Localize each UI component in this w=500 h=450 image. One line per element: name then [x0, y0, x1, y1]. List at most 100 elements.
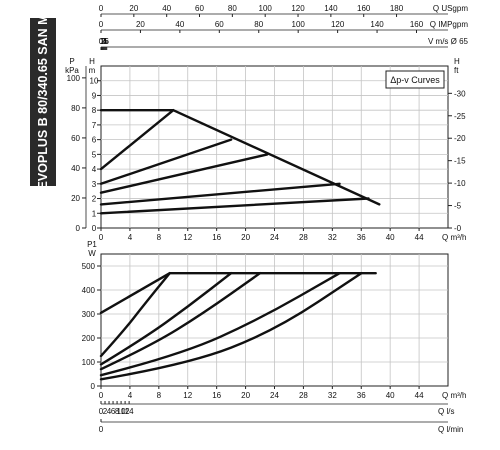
power-curve	[99, 272, 233, 366]
head-curve	[99, 182, 341, 206]
head-m-tick-label: 4	[92, 165, 97, 174]
x-tick-label: 40	[386, 233, 395, 242]
legend-label: Δp-v Curves	[390, 75, 440, 85]
x-tick-label: 32	[328, 391, 337, 400]
power-tick-label: 100	[82, 358, 96, 367]
head-ft-tick-label: -0	[454, 224, 462, 233]
secondary-axis-tick-label: 160	[357, 4, 371, 13]
x-axis-title: Q m³/h	[442, 391, 466, 400]
head-m-tick-label: 0	[92, 224, 97, 233]
secondary-axis-tick-label: 140	[324, 4, 338, 13]
secondary-axis-tick-label: 10	[117, 407, 126, 416]
secondary-axis-tick-label: 100	[259, 4, 273, 13]
secondary-axis-tick-label: 40	[162, 4, 171, 13]
secondary-axis-tick-label: 2	[103, 407, 108, 416]
power-tick-label: 300	[82, 310, 96, 319]
secondary-axis-title: Q l/s	[438, 407, 454, 416]
secondary-axis-tick-label: 80	[254, 20, 263, 29]
head-ft-tick-label: -30	[454, 89, 466, 98]
pressure-tick-label: 20	[71, 194, 80, 203]
x-tick-label: 16	[212, 233, 221, 242]
x-tick-label: 4	[128, 233, 133, 242]
secondary-axis-tick-label: 5	[104, 37, 109, 46]
power-curve	[99, 272, 171, 358]
secondary-axis-tick-label: 6	[104, 37, 109, 46]
secondary-axis-tick-label: 0	[99, 407, 104, 416]
x-tick-label: 24	[270, 233, 279, 242]
x-tick-label: 20	[241, 233, 250, 242]
x-axis-title: Q m³/h	[442, 233, 466, 242]
x-tick-label: 44	[415, 233, 424, 242]
secondary-axis-title: Q USgpm	[433, 4, 468, 13]
secondary-axis-tick-label: 2	[101, 37, 106, 46]
power-tick-label: 200	[82, 334, 96, 343]
secondary-axis-tick-label: 4	[103, 37, 108, 46]
head-curve	[99, 138, 233, 185]
secondary-axis-tick-label: 3	[102, 37, 107, 46]
x-tick-label: 44	[415, 391, 424, 400]
power-curve	[99, 272, 363, 381]
pressure-tick-label: 60	[71, 134, 80, 143]
secondary-axis-tick-label: 0	[99, 425, 104, 434]
secondary-axis-tick-label: 0	[99, 4, 104, 13]
secondary-axis-tick-label: 14	[125, 407, 134, 416]
head-m-tick-label: 9	[92, 91, 97, 100]
head-m-tick-label: 5	[92, 150, 97, 159]
x-tick-label: 28	[299, 391, 308, 400]
head-curve	[99, 197, 370, 215]
head-ft-tick-label: -20	[454, 134, 466, 143]
secondary-axis-tick-label: 4	[107, 407, 112, 416]
x-tick-label: 36	[357, 391, 366, 400]
x-tick-label: 40	[386, 391, 395, 400]
head-m-tick-label: 6	[92, 136, 97, 145]
head-m-tick-label: 10	[90, 77, 99, 86]
secondary-axis-tick-label: 140	[370, 20, 384, 29]
head-ft-tick-label: -10	[454, 179, 466, 188]
power-axis-unit: W	[88, 249, 96, 258]
secondary-axis-tick-label: 8	[115, 407, 120, 416]
secondary-axis-tick-label: 120	[291, 4, 305, 13]
power-tick-label: 500	[82, 262, 96, 271]
x-tick-label: 24	[270, 391, 279, 400]
pressure-axis-unit: kPa	[65, 66, 79, 75]
power-tick-label: 0	[91, 382, 96, 391]
head-ft-tick-label: -5	[454, 202, 462, 211]
head-curve	[99, 153, 269, 194]
secondary-axis-tick-label: 180	[390, 4, 404, 13]
x-tick-label: 8	[157, 391, 162, 400]
secondary-axis-tick-label: 60	[195, 4, 204, 13]
x-tick-label: 20	[241, 391, 250, 400]
head-ft-tick-label: -25	[454, 112, 466, 121]
x-tick-label: 32	[328, 233, 337, 242]
head-m-tick-label: 2	[92, 195, 97, 204]
secondary-axis-tick-label: 1	[100, 37, 105, 46]
secondary-axis-title: V m/s Ø 65	[428, 37, 469, 46]
secondary-axis-tick-label: 20	[136, 20, 145, 29]
power-axis-title: P1	[87, 240, 97, 249]
pressure-tick-label: 40	[71, 164, 80, 173]
secondary-axis-tick-label: 160	[410, 20, 424, 29]
pressure-tick-label: 0	[76, 224, 81, 233]
power-tick-label: 400	[82, 286, 96, 295]
head-ft-tick-label: -15	[454, 157, 466, 166]
x-tick-label: 12	[183, 391, 192, 400]
secondary-axis-tick-label: 6	[111, 407, 116, 416]
x-tick-label: 16	[212, 391, 221, 400]
x-tick-label: 28	[299, 233, 308, 242]
power-curve	[99, 272, 262, 371]
product-title-band: EVOPLUS B 80/340.65 SAN M	[30, 14, 56, 190]
secondary-axis-tick-label: 60	[215, 20, 224, 29]
head-ft-axis-title: H	[454, 57, 460, 66]
secondary-axis-title: Q IMPgpm	[430, 20, 469, 29]
secondary-axis-tick-label: 40	[175, 20, 184, 29]
secondary-axis-tick-label: 100	[292, 20, 306, 29]
secondary-axis-tick-label: 20	[129, 4, 138, 13]
pressure-tick-label: 80	[71, 104, 80, 113]
head-m-tick-label: 7	[92, 121, 97, 130]
head-m-axis-title: H	[89, 57, 95, 66]
x-tick-label: 8	[157, 233, 162, 242]
head-m-tick-label: 1	[92, 209, 97, 218]
pressure-axis-title: P	[69, 57, 74, 66]
head-flow-chart: 0 4 8 12 16 20 24 28 32 36 40 440123456789100204060…	[65, 4, 468, 242]
